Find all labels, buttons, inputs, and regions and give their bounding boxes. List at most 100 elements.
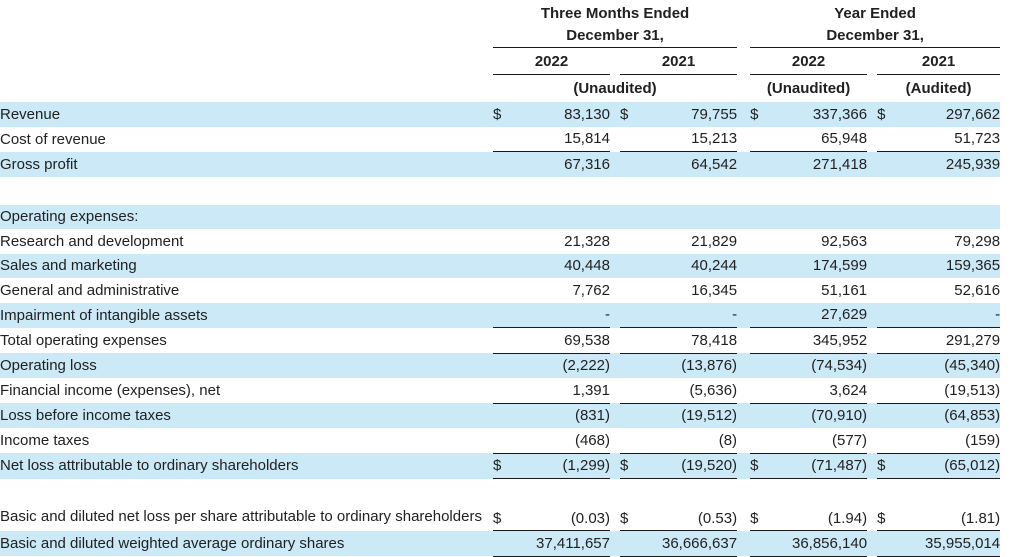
dollar-sign-cell: [493, 530, 512, 557]
value-cell: 16,345: [691, 281, 738, 299]
table-body: Revenue $83,130 $79,755 $337,366 $297,662 Cos…: [0, 102, 1001, 557]
value-cell: 79,755: [639, 102, 738, 127]
dollar-sign-cell: [750, 253, 770, 278]
header-spacer: [0, 48, 493, 75]
row-label: Total operating expenses: [0, 331, 167, 349]
row-label: Income taxes: [0, 432, 90, 449]
value-cell: 21,328: [564, 232, 610, 250]
value-cell: 35,955,014: [896, 530, 1001, 557]
dollar-sign-cell: [493, 403, 512, 428]
column-gap: [867, 453, 878, 479]
column-gap: [867, 48, 877, 75]
dollar-sign-cell: [620, 530, 639, 557]
group-gap: [737, 75, 750, 103]
value-cell: 36,666,637: [639, 530, 738, 557]
column-gap: [867, 328, 877, 354]
value-cell: (5,636): [639, 378, 738, 404]
column-gap: [737, 530, 751, 556]
value-cell: (65,012): [896, 453, 1001, 479]
value-cell: 1,391: [512, 378, 610, 404]
value-cell: 297,662: [896, 102, 1001, 127]
column-gap: [867, 229, 877, 254]
table-row: Net loss attributable to ordinary shareh…: [0, 453, 1001, 479]
value-cell: 40,244: [639, 253, 738, 278]
column-gap: [610, 302, 620, 328]
value-cell: (13,876): [639, 353, 738, 378]
column-gap: [867, 253, 878, 278]
dollar-sign-cell: [620, 204, 639, 229]
value-cell: (468): [512, 428, 610, 454]
value-cell: 36,856,140: [769, 530, 868, 557]
dollar-sign-cell: [877, 378, 897, 404]
table-row: Research and development 21,328 21,829 92,5…: [0, 229, 1000, 254]
column-gap: [737, 229, 750, 254]
column-gap: [737, 428, 750, 453]
column-gap: [867, 151, 878, 177]
value-cell: (71,487): [769, 453, 868, 479]
dollar-sign-cell: [877, 126, 897, 152]
value-cell: (0.03): [512, 478, 610, 531]
table-row: Revenue $83,130 $79,755 $337,366 $297,662: [0, 102, 1001, 127]
dollar-sign-cell: $: [620, 453, 639, 479]
dollar-sign-cell: [493, 253, 512, 278]
column-gap: [867, 353, 878, 378]
value-cell: 40,448: [512, 253, 610, 278]
column-gap: [867, 403, 878, 428]
dollar-sign-cell: [877, 327, 897, 354]
dollar-sign-cell: [620, 353, 639, 378]
value-cell: -: [512, 302, 610, 328]
value-cell: [639, 204, 738, 229]
column-gap: [610, 479, 620, 531]
column-gap: [737, 378, 750, 403]
table-row: Income taxes (468) (8) (577) (159): [0, 428, 1001, 454]
value-cell: 67,316: [512, 151, 610, 177]
period-date-row: December 31, December 31,: [0, 23, 1001, 48]
period-title-year-ended: Year Ended: [834, 5, 916, 22]
value-cell: (831): [512, 403, 610, 428]
table-header: Three Months Ended Year Ended December 3…: [0, 0, 1001, 103]
dollar-sign-cell: [493, 204, 512, 229]
value-cell: (577): [769, 428, 868, 454]
value-cell: 159,365: [896, 253, 1001, 278]
row-label: Revenue: [0, 102, 493, 127]
value-cell: 15,213: [639, 126, 738, 152]
dollar-sign-cell: $: [493, 453, 512, 479]
dollar-sign-cell: $: [750, 478, 770, 531]
value-cell: 52,616: [954, 281, 1001, 299]
dollar-sign-cell: [877, 428, 897, 454]
value-cell: (1,299): [512, 453, 610, 479]
value-cell: (19,512): [639, 403, 738, 428]
column-gap: [610, 353, 620, 378]
value-cell: (45,340): [896, 353, 1001, 378]
year-header-row: 2022 2021 2022 2021: [0, 47, 1001, 75]
dollar-sign-cell: $: [493, 102, 512, 127]
column-gap: [610, 48, 620, 75]
column-gap: [867, 479, 877, 531]
value-cell: (1.81): [896, 478, 1001, 531]
column-gap: [610, 127, 620, 152]
row-label: Basic and diluted net loss per share att…: [0, 507, 482, 525]
dollar-sign-cell: [877, 253, 897, 278]
spacer-row: [0, 176, 1001, 205]
column-gap: [610, 453, 620, 479]
value-cell: 245,939: [896, 151, 1001, 177]
dollar-sign-cell: [493, 302, 512, 328]
dollar-sign-cell: [750, 403, 770, 428]
value-cell: 271,418: [769, 151, 868, 177]
dollar-sign-cell: [877, 151, 897, 177]
value-cell: 37,411,657: [512, 530, 610, 557]
group-gap: [737, 23, 750, 48]
dollar-sign-cell: [877, 204, 897, 229]
column-gap: [610, 102, 620, 127]
period-date-year-ended: December 31,: [750, 23, 1001, 48]
column-gap: [867, 127, 877, 152]
dollar-sign-cell: $: [493, 478, 512, 531]
dollar-sign-cell: [750, 126, 770, 152]
dollar-sign-cell: $: [877, 102, 897, 127]
dollar-sign-cell: [750, 302, 770, 328]
column-gap: [610, 428, 620, 453]
column-gap: [867, 102, 878, 127]
value-cell: (70,910): [769, 403, 868, 428]
column-gap: [737, 403, 751, 428]
row-label: Operating loss: [0, 353, 493, 378]
